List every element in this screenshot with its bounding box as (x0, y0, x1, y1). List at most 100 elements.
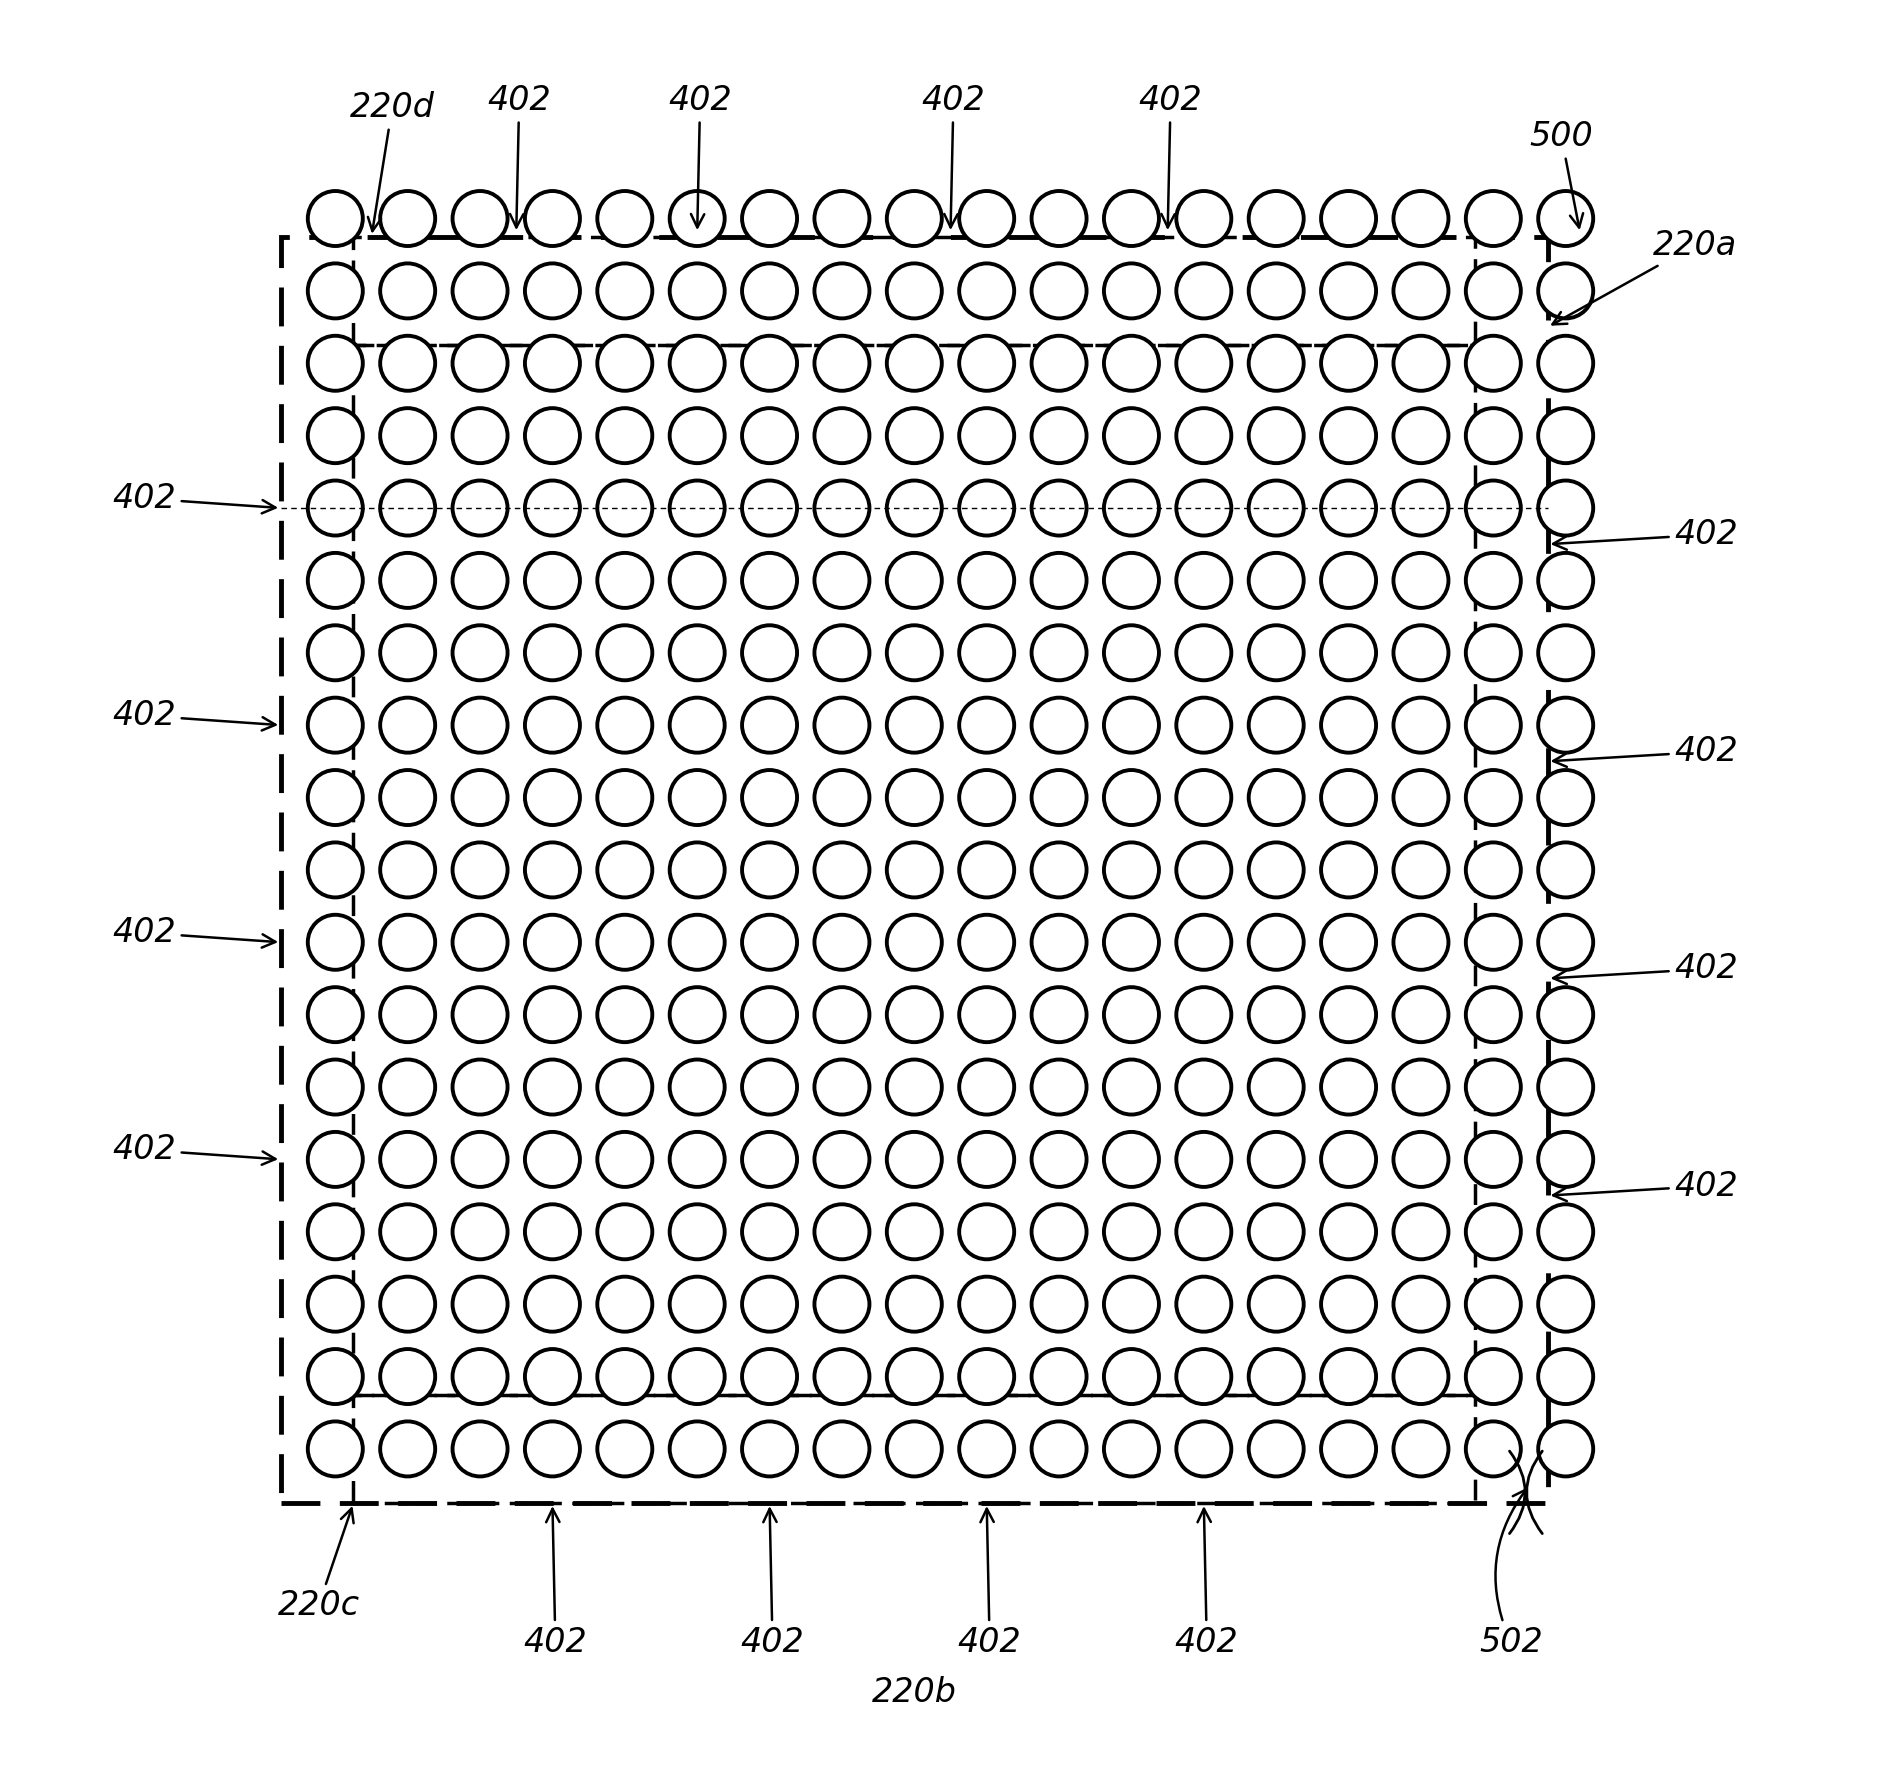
Circle shape (525, 1204, 580, 1259)
Circle shape (380, 481, 435, 536)
Circle shape (1104, 915, 1160, 970)
Circle shape (452, 1131, 508, 1186)
Circle shape (1466, 915, 1521, 970)
Circle shape (669, 625, 724, 680)
Circle shape (597, 698, 652, 753)
Circle shape (886, 1421, 941, 1476)
Circle shape (814, 915, 869, 970)
Circle shape (1538, 1350, 1593, 1405)
Circle shape (380, 1350, 435, 1405)
Circle shape (1538, 1204, 1593, 1259)
Circle shape (1393, 263, 1449, 318)
Circle shape (1321, 842, 1376, 897)
Circle shape (669, 481, 724, 536)
Circle shape (1104, 771, 1160, 826)
Text: 402: 402 (741, 1510, 804, 1659)
Circle shape (814, 192, 869, 247)
Circle shape (1249, 1060, 1304, 1115)
Circle shape (597, 263, 652, 318)
Circle shape (741, 842, 797, 897)
Circle shape (960, 192, 1015, 247)
Circle shape (886, 987, 941, 1043)
Circle shape (597, 192, 652, 247)
Circle shape (1032, 1277, 1087, 1332)
Circle shape (1104, 336, 1160, 391)
Circle shape (814, 408, 869, 464)
Circle shape (1177, 698, 1232, 753)
Circle shape (1177, 1350, 1232, 1405)
Circle shape (741, 698, 797, 753)
Circle shape (886, 1350, 941, 1405)
Text: 500: 500 (1530, 121, 1593, 227)
Circle shape (1538, 1060, 1593, 1115)
Circle shape (960, 408, 1015, 464)
Circle shape (669, 842, 724, 897)
Circle shape (525, 481, 580, 536)
Circle shape (525, 1277, 580, 1332)
Circle shape (597, 771, 652, 826)
Circle shape (1321, 1060, 1376, 1115)
Bar (354, 345, 1475, 1394)
Circle shape (1393, 481, 1449, 536)
Circle shape (1249, 336, 1304, 391)
Circle shape (525, 1060, 580, 1115)
Circle shape (960, 987, 1015, 1043)
Circle shape (1538, 408, 1593, 464)
Circle shape (1466, 842, 1521, 897)
Circle shape (814, 1421, 869, 1476)
Circle shape (1393, 408, 1449, 464)
Circle shape (1032, 1350, 1087, 1405)
Circle shape (741, 625, 797, 680)
Circle shape (814, 481, 869, 536)
Circle shape (380, 263, 435, 318)
Circle shape (886, 263, 941, 318)
Circle shape (1321, 915, 1376, 970)
Circle shape (452, 987, 508, 1043)
Circle shape (741, 1421, 797, 1476)
Circle shape (1104, 625, 1160, 680)
Text: 402: 402 (1553, 519, 1738, 551)
Circle shape (1321, 263, 1376, 318)
Circle shape (1321, 552, 1376, 607)
Circle shape (886, 192, 941, 247)
Circle shape (525, 1421, 580, 1476)
Circle shape (1393, 1204, 1449, 1259)
Circle shape (1032, 987, 1087, 1043)
Circle shape (1321, 625, 1376, 680)
Circle shape (380, 987, 435, 1043)
Circle shape (380, 1277, 435, 1332)
Circle shape (1177, 336, 1232, 391)
Text: 402: 402 (958, 1510, 1021, 1659)
Circle shape (1249, 771, 1304, 826)
Circle shape (1177, 625, 1232, 680)
Circle shape (1538, 336, 1593, 391)
Circle shape (308, 1060, 363, 1115)
Circle shape (1177, 1277, 1232, 1332)
Circle shape (1177, 1204, 1232, 1259)
Circle shape (1104, 1131, 1160, 1186)
Text: 402: 402 (112, 916, 276, 950)
Circle shape (1249, 1421, 1304, 1476)
Circle shape (308, 408, 363, 464)
Circle shape (814, 625, 869, 680)
Circle shape (1393, 552, 1449, 607)
Circle shape (452, 771, 508, 826)
Bar (281, 236, 1547, 1502)
Circle shape (886, 552, 941, 607)
Circle shape (452, 481, 508, 536)
Circle shape (597, 1131, 652, 1186)
Circle shape (380, 1060, 435, 1115)
Circle shape (452, 263, 508, 318)
Circle shape (452, 408, 508, 464)
Circle shape (597, 336, 652, 391)
Circle shape (1321, 987, 1376, 1043)
Circle shape (960, 1204, 1015, 1259)
Text: 402: 402 (112, 700, 276, 732)
Circle shape (1177, 987, 1232, 1043)
Circle shape (380, 915, 435, 970)
Circle shape (1177, 1421, 1232, 1476)
Circle shape (960, 1350, 1015, 1405)
Circle shape (380, 408, 435, 464)
Circle shape (1466, 263, 1521, 318)
Circle shape (380, 192, 435, 247)
